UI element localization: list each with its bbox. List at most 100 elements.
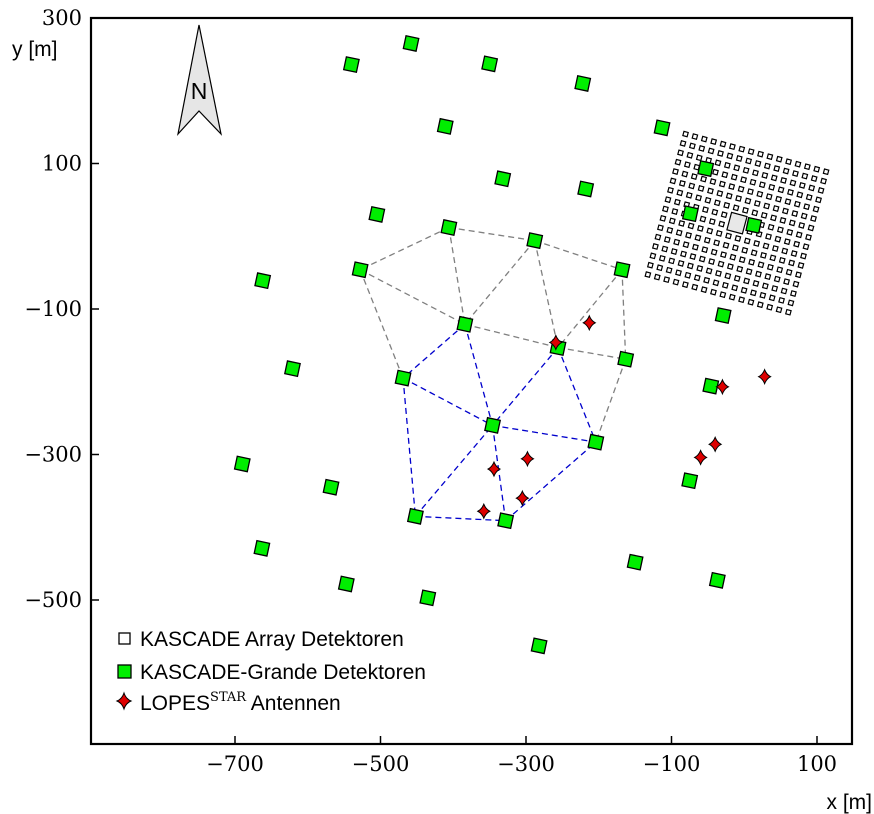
x-tick-label: −300	[497, 752, 555, 776]
kascade-detector	[740, 286, 748, 294]
kascade-detector	[774, 235, 782, 243]
kascade-detector	[674, 158, 682, 166]
kascade-detector	[698, 145, 706, 152]
kascade-detector	[664, 196, 672, 204]
lopes-antenna	[582, 314, 597, 332]
kascade-detector	[768, 294, 776, 302]
kascade-detector	[766, 153, 774, 161]
kascade-detector	[778, 296, 785, 304]
kascade-detector	[745, 268, 753, 276]
kascade-detector	[685, 231, 692, 239]
kascade-detector	[765, 233, 772, 241]
kascade-detector	[717, 260, 725, 268]
kascade-detector	[700, 286, 708, 294]
kascade-detector	[755, 270, 762, 278]
x-axis-title: x [m]	[827, 791, 873, 814]
kascade-detector	[718, 180, 726, 188]
kascade-detector	[721, 171, 729, 179]
grande-detector	[702, 377, 720, 395]
kascade-detector	[705, 267, 713, 275]
kascade-detector	[672, 278, 680, 286]
grande-detector	[526, 232, 544, 250]
kascade-detector	[703, 276, 711, 284]
grande-detector	[253, 539, 271, 557]
grande-detector	[440, 219, 458, 237]
legend-lopes-sup: STAR	[210, 690, 247, 705]
kascade-detector	[708, 258, 716, 265]
kascade-detector	[789, 179, 797, 187]
kascade-detector	[798, 221, 806, 229]
kascade-detector	[733, 164, 741, 172]
grande-detector	[419, 589, 437, 607]
kascade-detector	[673, 238, 681, 246]
kascade-detector	[752, 169, 759, 177]
kascade-detector	[681, 281, 689, 289]
kascade-detector	[759, 291, 767, 299]
kascade-detector	[691, 243, 699, 251]
kascade-detector	[659, 214, 667, 222]
kascade-detector	[678, 219, 686, 227]
kascade-detector	[802, 243, 810, 251]
kascade-detector	[686, 262, 694, 270]
triangle-edge-upper	[621, 269, 627, 360]
kascade-detector	[798, 182, 806, 189]
grande-detector	[406, 507, 424, 525]
grande-detector	[283, 360, 301, 378]
legend-lopes-marker	[115, 691, 133, 711]
kascade-detector	[651, 243, 659, 250]
grande-detector	[574, 74, 592, 92]
kascade-detector	[711, 208, 719, 216]
kascade-detector	[697, 185, 705, 192]
kascade-detector	[792, 170, 799, 177]
kascade-detector	[688, 182, 696, 190]
grande-detector	[337, 575, 355, 593]
kascade-detector	[808, 184, 816, 192]
kascade-detector	[803, 203, 811, 211]
kascade-detector	[775, 155, 783, 163]
kascade-detector	[728, 183, 736, 191]
kascade-detector	[750, 249, 758, 257]
kascade-detector	[749, 178, 757, 186]
kascade-detector	[691, 283, 699, 291]
kascade-detector	[701, 246, 709, 254]
grande-detector	[697, 160, 715, 178]
kascade-detector	[719, 140, 727, 148]
kascade-detector	[689, 253, 697, 260]
grande-detector	[530, 637, 548, 655]
grande-detector	[745, 216, 763, 234]
kascade-detector	[731, 284, 739, 292]
lopes-antenna	[548, 334, 563, 351]
kascade-detector	[666, 226, 674, 234]
x-tick-label: −500	[352, 752, 410, 776]
kascade-detector	[822, 168, 830, 176]
kascade-detector	[766, 303, 774, 311]
kascade-detector	[784, 308, 792, 316]
triangle-edge-lower	[557, 347, 597, 443]
grande-detector	[497, 512, 515, 530]
kascade-detector	[757, 150, 764, 158]
grande-detector	[617, 350, 635, 368]
grande-detector	[681, 205, 699, 223]
kascade-detector	[745, 157, 753, 165]
lopes-antenna	[515, 489, 530, 507]
kascade-detector	[673, 198, 681, 206]
kascade-detector	[719, 291, 727, 299]
kascade-detector	[691, 133, 699, 140]
grande-detector	[708, 571, 726, 589]
kascade-detector	[743, 277, 751, 285]
kascade-detector	[756, 190, 764, 198]
kascade-detector	[722, 241, 730, 249]
triangle-edge-lower	[464, 324, 494, 426]
kascade-detector	[675, 229, 683, 237]
kascade-detector	[797, 261, 805, 269]
kascade-detector	[671, 208, 679, 215]
kascade-detector	[684, 271, 692, 279]
kascade-detector	[716, 190, 724, 197]
kascade-detector	[753, 200, 761, 207]
triangle-edge-upper	[359, 269, 404, 379]
kascade-detector	[668, 217, 676, 225]
kascade-detector	[764, 273, 772, 281]
kascade-array-layer	[644, 130, 830, 316]
kascade-detector	[728, 143, 736, 151]
